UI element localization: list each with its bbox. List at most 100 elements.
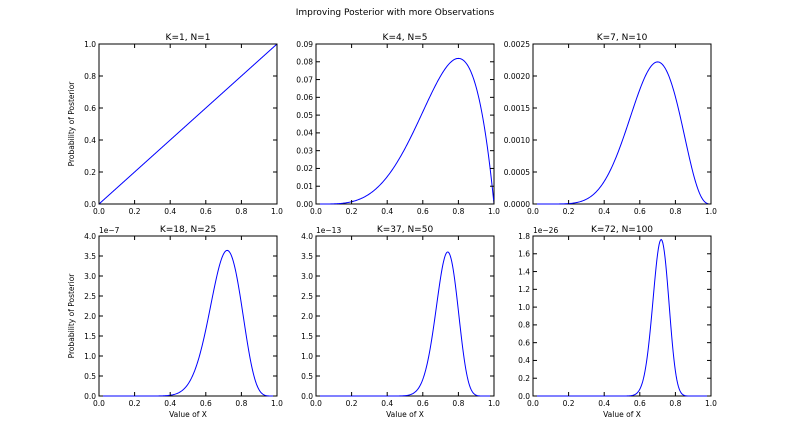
y-axis-label: Probability of Posterior	[67, 273, 76, 359]
subplot-title: K=7, N=10	[597, 33, 648, 43]
subplot-5: 0.0 0.2 0.4 0.6 0.8 1.0 0.0 0.5 1.0 1.5 2.0 2.5 3.0 3…	[301, 225, 500, 419]
y-tick-label: 4.0	[301, 232, 313, 241]
subplot-6: 0.0 0.2 0.4 0.6 0.8 1.0 0.0 0.2 0.4 0.6 0.8 1.0 1.2 1…	[518, 225, 717, 419]
axes-frame	[315, 43, 495, 205]
y-tick-label: 1.5	[84, 332, 96, 341]
x-tick-label: 0.6	[417, 207, 429, 216]
y-tick-label: 0.00	[296, 200, 313, 209]
y-tick-label: 0.0020	[504, 72, 530, 81]
x-tick-label: 0.0	[527, 399, 539, 408]
x-axis-label: Value of X	[603, 410, 641, 419]
y-tick-label: 0.4	[518, 356, 530, 365]
y-tick-label: 0.01	[296, 182, 313, 191]
x-tick-label: 0.6	[200, 399, 212, 408]
y-tick-label: 1.0	[84, 352, 96, 361]
subplot-title: K=37, N=50	[377, 225, 434, 235]
x-tick-label: 0.2	[563, 207, 575, 216]
y-tick-label: 0.07	[296, 75, 313, 84]
y-tick-label: 1.5	[301, 332, 313, 341]
x-tick-label: 0.8	[452, 399, 464, 408]
y-tick-label: 0.0025	[504, 40, 530, 49]
y-offset-label: 1e−7	[99, 226, 120, 235]
x-tick-label: 0.6	[200, 207, 212, 216]
y-offset-label: 1e−13	[316, 226, 341, 235]
axes-frame	[532, 235, 712, 397]
y-tick-label: 3.0	[301, 272, 313, 281]
posterior-curve	[98, 43, 278, 205]
y-tick-label: 0.5	[84, 372, 96, 381]
subplot-grid: 0.0 0.2 0.4 0.6 0.8 1.0 0.0 0.2 0.4 0.6 0.8 1.0 K=1,…	[67, 33, 717, 419]
subplot-1: 0.0 0.2 0.4 0.6 0.8 1.0 0.0 0.2 0.4 0.6 0.8 1.0 K=1,…	[67, 33, 283, 216]
x-tick-label: 0.8	[669, 399, 681, 408]
x-tick-label: 1.0	[488, 399, 500, 408]
x-axis-label: Value of X	[386, 410, 424, 419]
x-tick-label: 0.0	[310, 207, 322, 216]
x-tick-label: 0.4	[164, 207, 176, 216]
subplot-title: K=72, N=100	[591, 225, 653, 235]
y-axis-label: Probability of Posterior	[67, 81, 76, 167]
x-tick-label: 0.0	[93, 399, 105, 408]
y-tick-label: 0.6	[518, 338, 530, 347]
posterior-curve	[533, 238, 711, 397]
x-tick-label: 0.4	[381, 399, 393, 408]
y-tick-label: 4.0	[84, 232, 96, 241]
y-tick-label: 0.02	[296, 164, 313, 173]
y-tick-label: 0.0000	[504, 200, 530, 209]
x-tick-label: 1.0	[271, 399, 283, 408]
x-tick-label: 0.4	[598, 207, 610, 216]
y-tick-label: 0.08	[296, 58, 313, 67]
y-tick-label: 2.0	[301, 312, 313, 321]
y-tick-label: 3.5	[301, 252, 313, 261]
x-tick-label: 0.2	[346, 207, 358, 216]
y-tick-label: 2.5	[301, 292, 313, 301]
y-tick-label: 0.2	[84, 168, 96, 177]
y-tick-label: 0.0	[301, 392, 313, 401]
posterior-curve	[316, 57, 495, 205]
y-tick-label: 0.0	[84, 392, 96, 401]
x-tick-label: 0.6	[634, 399, 646, 408]
y-tick-label: 3.0	[84, 272, 96, 281]
x-tick-label: 0.6	[634, 207, 646, 216]
y-tick-label: 0.8	[84, 72, 96, 81]
y-tick-label: 1.4	[518, 267, 530, 276]
y-tick-label: 0.8	[518, 321, 530, 330]
y-tick-label: 1.0	[84, 40, 96, 49]
x-tick-label: 0.0	[310, 399, 322, 408]
x-tick-label: 1.0	[488, 207, 500, 216]
subplot-3: 0.0 0.2 0.4 0.6 0.8 1.0 0.0000 0.0005 0.0010 0.00…	[504, 33, 717, 216]
figure-suptitle: Improving Posterior with more Observatio…	[296, 8, 495, 18]
y-tick-label: 2.5	[84, 292, 96, 301]
x-tick-label: 0.8	[452, 207, 464, 216]
subplot-2: 0.0 0.2 0.4 0.6 0.8 1.0 0.00 0.01 0.02 0.03 0.04 0.…	[296, 33, 500, 216]
y-tick-label: 1.2	[518, 285, 530, 294]
x-tick-label: 0.2	[129, 399, 141, 408]
y-tick-label: 0.0	[518, 392, 530, 401]
y-tick-label: 1.8	[518, 232, 530, 241]
x-tick-label: 0.8	[669, 207, 681, 216]
y-tick-label: 0.0	[84, 200, 96, 209]
subplot-4: 0.0 0.2 0.4 0.6 0.8 1.0 0.0 0.5 1.0 1.5 2.0 2.5 3.0 3…	[67, 225, 283, 419]
y-tick-label: 1.6	[518, 250, 530, 259]
y-tick-label: 1.0	[518, 303, 530, 312]
posterior-curve	[99, 249, 277, 397]
y-tick-label: 0.09	[296, 40, 313, 49]
x-tick-label: 0.4	[381, 207, 393, 216]
x-tick-label: 0.8	[235, 399, 247, 408]
y-tick-label: 0.6	[84, 104, 96, 113]
y-tick-label: 1.0	[301, 352, 313, 361]
y-tick-label: 0.05	[296, 111, 313, 120]
y-tick-label: 0.2	[518, 374, 530, 383]
x-tick-label: 0.0	[527, 207, 539, 216]
x-tick-label: 0.6	[417, 399, 429, 408]
subplot-title: K=4, N=5	[383, 33, 428, 43]
axes-frame	[532, 43, 712, 205]
y-tick-label: 0.0015	[504, 104, 530, 113]
x-tick-label: 0.2	[563, 399, 575, 408]
y-tick-label: 0.0005	[504, 168, 530, 177]
axes-frame	[315, 235, 495, 397]
x-tick-label: 0.2	[346, 399, 358, 408]
subplot-title: K=1, N=1	[166, 33, 211, 43]
y-offset-label: 1e−26	[533, 226, 558, 235]
x-tick-label: 0.0	[93, 207, 105, 216]
x-tick-label: 0.4	[598, 399, 610, 408]
